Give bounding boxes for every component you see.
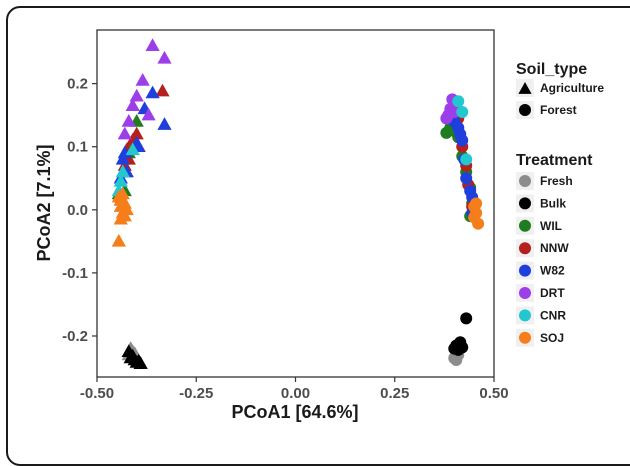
treatment-legend: Treatment Fresh Bulk WIL NNW W82 DRT CNR SOJ [516,152,593,347]
point-drt-agriculture [157,50,172,64]
soil-type-legend-label: Agriculture [540,81,604,95]
point-w82-agriculture [145,85,160,99]
point-w82-forest [460,172,473,185]
treatment-legend-label: NNW [540,241,569,255]
y-tick-label: 0.0 [67,202,88,219]
y-axis-title: PCoA2 [7.1%] [34,144,54,261]
point-soj-forest [468,211,481,224]
treatment-legend-label: DRT [540,286,565,300]
treatment-legend-label: W82 [540,264,565,278]
point-cnr-forest [452,95,465,108]
legend-swatch-wil [519,219,531,232]
x-tick-label: 0.25 [380,385,409,402]
point-w82-agriculture [157,117,172,130]
point-drt-forest [442,109,455,122]
plot-panel [96,29,495,378]
soil-type-legend-label: Forest [540,103,577,117]
y-tick-label: -0.1 [62,265,88,282]
point-cnr-forest [456,106,469,119]
treatment-legend-label: WIL [540,219,562,233]
y-tick-label: 0.2 [67,76,88,93]
point-cnr-forest [460,153,473,166]
point-drt-agriculture [121,114,136,127]
point-cnr-agriculture [125,142,140,156]
point-drt-agriculture [135,73,150,86]
point-bulk-agriculture [133,356,148,369]
x-tick-label: -0.25 [179,385,213,402]
pcoa-chart: -0.50 -0.25 0.00 0.25 0.50 -0.2 -0.1 0.0 0.1 0.2… [34,29,604,422]
x-axis: -0.50 -0.25 0.00 0.25 0.50 [80,377,509,402]
point-soj-agriculture [111,189,126,203]
point-nnw-agriculture [129,126,144,140]
point-nnw-agriculture [155,83,170,97]
x-axis-title: PCoA1 [64.6%] [231,402,358,422]
legend-swatch-cnr [519,309,531,322]
x-tick-label: 0.00 [281,385,310,402]
point-soj-agriculture [111,233,126,247]
soil-type-legend-title: Soil_type [516,61,587,78]
point-drt-agriculture [141,107,156,121]
legend-swatch-soj [519,331,531,344]
point-bulk-forest [456,341,469,354]
legend-swatch-nnw [519,242,531,255]
treatment-legend-title: Treatment [516,152,593,169]
soil-type-legend: Soil_type Agriculture Forest [516,61,604,119]
legend-swatch-bulk [519,197,531,210]
point-cnr-agriculture [115,164,130,178]
legend-swatch-w82 [519,264,531,277]
x-tick-label: -0.50 [80,385,114,402]
legend-swatch-drt [519,287,531,299]
point-soj-agriculture [113,211,128,225]
y-axis: -0.2 -0.1 0.0 0.1 0.2 [62,76,97,345]
x-tick-label: 0.50 [479,385,508,402]
point-drt-agriculture [117,126,132,140]
legend-triangle-icon [518,82,532,94]
point-soj-forest [470,197,483,210]
y-tick-label: -0.2 [62,328,88,345]
point-bulk-forest [460,312,473,325]
treatment-legend-label: Fresh [540,174,573,188]
point-drt-agriculture [145,38,160,51]
points-layer [111,38,485,369]
point-drt-agriculture [125,98,140,111]
point-drt-agriculture [129,88,144,102]
point-cnr-agriculture [113,173,128,187]
point-fresh-forest [450,353,463,366]
treatment-legend-label: CNR [540,308,566,322]
y-tick-label: 0.1 [67,139,88,156]
treatment-legend-label: SOJ [540,331,564,345]
treatment-legend-label: Bulk [540,196,566,210]
legend-swatch-fresh [519,175,531,187]
legend-circle-icon [519,104,531,116]
point-w82-forest [456,134,469,147]
